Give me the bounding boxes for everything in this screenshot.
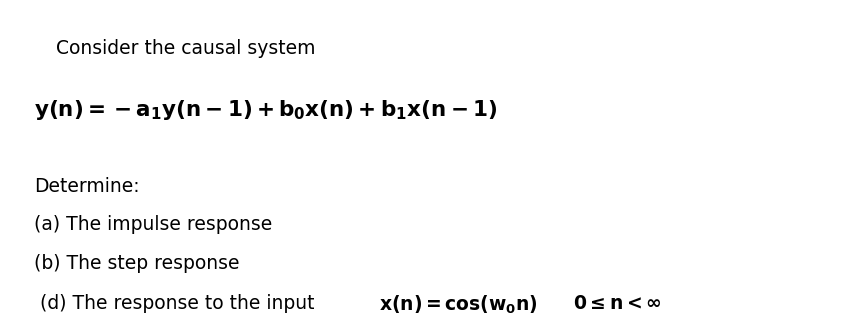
Text: Determine:: Determine:: [34, 177, 140, 196]
Text: Consider the causal system: Consider the causal system: [56, 39, 315, 58]
Text: (a) The impulse response: (a) The impulse response: [34, 215, 273, 234]
Text: $\mathbf{0 \leq n < \infty}$: $\mathbf{0 \leq n < \infty}$: [573, 294, 661, 313]
Text: (b) The step response: (b) The step response: [34, 254, 240, 273]
Text: (d) The response to the input: (d) The response to the input: [34, 294, 315, 313]
Text: $\mathbf{y(n) = -a_1y(n-1) + b_0x(n) + b_1x(n-1)}$: $\mathbf{y(n) = -a_1y(n-1) + b_0x(n) + b…: [34, 98, 498, 122]
Text: $\mathbf{x(n) = cos(w_0n)}$: $\mathbf{x(n) = cos(w_0n)}$: [379, 294, 538, 316]
